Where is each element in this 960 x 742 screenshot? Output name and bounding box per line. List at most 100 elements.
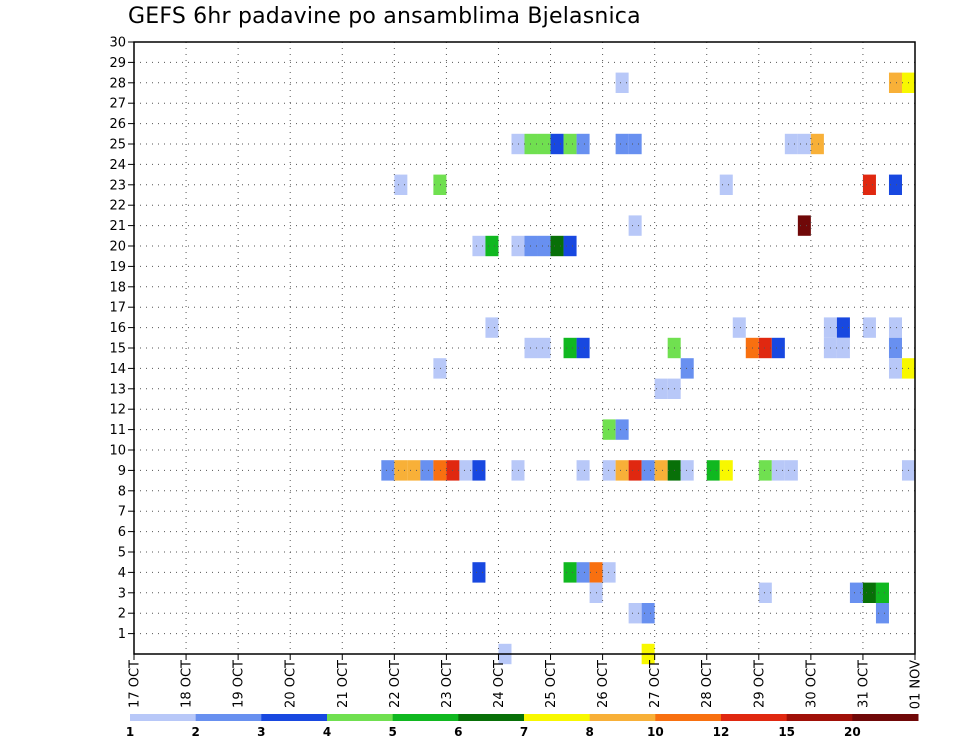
- x-tick-label: 26 OCT: [596, 660, 611, 708]
- legend-label: 4: [323, 725, 331, 739]
- y-tick-label: 8: [118, 484, 126, 499]
- heatmap-cell: [433, 358, 447, 379]
- heatmap-cell: [862, 174, 876, 195]
- y-tick-label: 5: [118, 546, 126, 561]
- heatmap-cell: [628, 460, 642, 481]
- x-tick-label: 18 OCT: [180, 660, 195, 708]
- y-tick-label: 28: [109, 76, 126, 91]
- legend-color-swatch: [852, 714, 919, 721]
- x-axis: 17 OCT 18 OCT 19 OCT 20 OCT 21 OCT 22 OCT 23 O…: [128, 654, 924, 709]
- y-tick-label: 25: [109, 138, 126, 153]
- legend-label: 12: [713, 725, 730, 739]
- heatmap-cell: [888, 72, 902, 93]
- heatmap-cell: [615, 133, 629, 155]
- heatmap-cell: [628, 603, 642, 624]
- legend-color-swatch: [786, 714, 853, 721]
- y-tick-label: 27: [109, 97, 126, 112]
- heatmap-cell: [654, 378, 668, 399]
- heatmap-cell: [862, 317, 876, 338]
- x-tick-label: 24 OCT: [492, 660, 507, 708]
- y-tick-label: 7: [118, 505, 126, 520]
- y-tick-label: 20: [109, 240, 126, 255]
- x-tick-label: 01 NOV: [909, 660, 924, 709]
- legend-label: 8: [585, 725, 593, 739]
- y-tick-label: 22: [109, 199, 126, 214]
- heatmap-cell: [511, 460, 525, 481]
- heatmap-cell: [719, 174, 733, 195]
- heatmap-cell: [550, 235, 564, 257]
- heatmap-cell: [524, 133, 538, 155]
- heatmap-cell: [888, 337, 902, 359]
- heatmap-cell: [654, 460, 668, 481]
- x-tick-label: 27 OCT: [648, 660, 663, 708]
- heatmap-cell: [758, 337, 772, 359]
- legend-label: 6: [454, 725, 462, 739]
- y-tick-label: 24: [109, 158, 126, 173]
- legend-label: 3: [257, 725, 265, 739]
- heatmap-cell: [771, 460, 785, 481]
- y-tick-label: 30: [109, 36, 126, 51]
- legend-color-swatch: [195, 714, 262, 721]
- y-tick-label: 23: [109, 178, 126, 193]
- legend-color-swatch: [589, 714, 656, 721]
- heatmap-cell: [862, 582, 876, 603]
- y-axis: 1234567891011121314151617181920212223242…: [109, 36, 134, 642]
- heatmap-cell: [524, 235, 538, 257]
- cells-layer: [381, 72, 915, 665]
- heatmap-cell: [758, 582, 772, 603]
- heatmap-cell: [433, 174, 447, 195]
- heatmap-cell: [537, 235, 551, 257]
- legend-label: 10: [647, 725, 664, 739]
- y-tick-label: 12: [109, 403, 126, 418]
- legend-color-swatch: [524, 714, 591, 721]
- y-tick-label: 18: [109, 280, 126, 295]
- y-tick-label: 16: [109, 321, 126, 336]
- heatmap-cell: [849, 582, 863, 603]
- heatmap-cell: [758, 460, 772, 481]
- heatmap-cell: [628, 133, 642, 155]
- y-tick-label: 11: [109, 423, 126, 438]
- heatmap-cell: [563, 133, 577, 155]
- heatmap-cell: [836, 337, 850, 359]
- heatmap-cell: [615, 460, 629, 481]
- x-tick-label: 20 OCT: [284, 660, 299, 708]
- y-tick-label: 19: [109, 260, 126, 275]
- heatmap-cell: [511, 235, 525, 257]
- heatmap-cell: [888, 317, 902, 338]
- heatmap-cell: [771, 337, 785, 359]
- heatmap-cell: [784, 460, 798, 481]
- heatmap-cell: [563, 235, 577, 257]
- legend-label: 7: [520, 725, 528, 739]
- heatmap-cell: [485, 235, 499, 257]
- y-tick-label: 29: [109, 56, 126, 71]
- heatmap-cell: [563, 562, 577, 583]
- y-tick-label: 14: [109, 362, 126, 377]
- heatmap-cell: [602, 419, 616, 440]
- x-tick-label: 29 OCT: [752, 660, 767, 708]
- heatmap-cell: [433, 460, 447, 481]
- heatmap-cell: [836, 317, 850, 338]
- y-tick-label: 1: [118, 627, 126, 642]
- heatmap-cell: [615, 72, 629, 93]
- heatmap-cell: [511, 133, 525, 155]
- heatmap-cell: [472, 235, 486, 257]
- x-tick-label: 25 OCT: [544, 660, 559, 708]
- heatmap-cell: [641, 603, 655, 624]
- x-tick-label: 17 OCT: [128, 660, 143, 708]
- color-legend: 1 2 3 4 5 6 7 8 10 12 15 20: [126, 714, 919, 739]
- heatmap-cell: [641, 460, 655, 481]
- heatmap-cell: [537, 133, 551, 155]
- x-tick-label: 31 OCT: [856, 660, 871, 708]
- y-tick-label: 9: [118, 464, 126, 479]
- heatmap-cell: [485, 317, 499, 338]
- heatmap-cell: [706, 460, 720, 481]
- y-tick-label: 2: [118, 607, 126, 622]
- heatmap-cell: [472, 460, 486, 481]
- legend-color-swatch: [327, 714, 394, 721]
- legend-color-swatch: [261, 714, 328, 721]
- heatmap-cell: [628, 215, 642, 236]
- heatmap-cell: [394, 460, 408, 481]
- x-tick-label: 23 OCT: [440, 660, 455, 708]
- heatmap-cell: [719, 460, 733, 481]
